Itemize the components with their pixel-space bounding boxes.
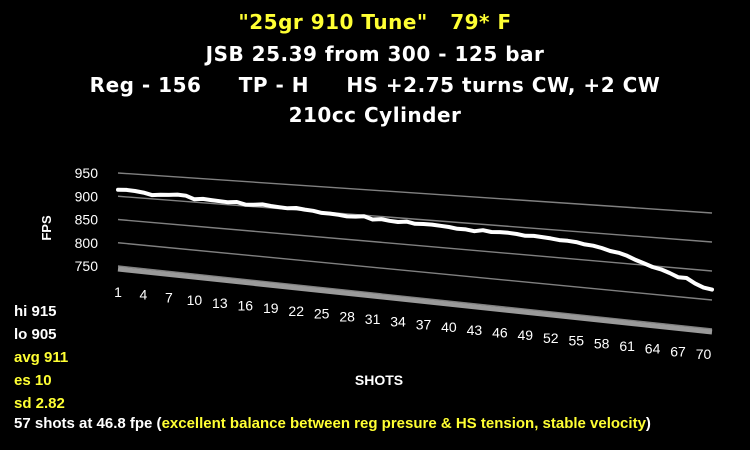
x-tick-label: 4	[140, 287, 148, 303]
x-tick-label: 49	[518, 327, 534, 343]
y-tick-label: 950	[75, 165, 99, 181]
y-tick-label: 750	[75, 258, 99, 274]
x-tick-label: 67	[670, 343, 686, 359]
x-tick-label: 46	[492, 325, 508, 341]
x-tick-label: 40	[441, 319, 457, 335]
stat-es: es 10	[14, 372, 52, 389]
y-tick-label: 900	[75, 188, 99, 204]
x-tick-label: 64	[645, 341, 661, 357]
series-layer	[116, 187, 714, 292]
x-tick-label: 1	[114, 284, 122, 300]
gridline-850	[117, 218, 713, 272]
x-tick-label: 55	[568, 333, 584, 349]
x-tick-label: 28	[339, 308, 355, 324]
footer-suffix: )	[645, 415, 651, 432]
chart-title-line-3: Reg - 156 TP - H HS +2.75 turns CW, +2 C…	[89, 73, 661, 97]
series-line	[116, 187, 714, 292]
x-tick-label: 43	[467, 322, 483, 338]
x-tick-label: 70	[696, 346, 712, 362]
x-axis-label: SHOTS	[355, 372, 403, 388]
gridline-800	[117, 242, 713, 301]
gridline-950	[117, 172, 713, 214]
chart-title-line-2: JSB 25.39 from 300 - 125 bar	[205, 42, 545, 66]
x-tick-label: 34	[390, 314, 406, 330]
gridline-750	[117, 265, 713, 330]
x-tick-label: 10	[187, 292, 203, 308]
x-tick-label: 13	[212, 295, 228, 311]
y-axis-label: FPS	[39, 215, 54, 241]
x-tick-label: 19	[263, 300, 279, 316]
x-tick-label: 61	[619, 338, 635, 354]
y-tick-label: 800	[75, 235, 99, 251]
stat-avg: avg 911	[14, 349, 69, 366]
x-tick-label: 37	[416, 316, 432, 332]
x-tick-label: 58	[594, 335, 610, 351]
chart-title-line-4: 210cc Cylinder	[288, 103, 462, 127]
x-tick-label: 16	[237, 298, 253, 314]
x-axis-ticks: 1 4 7 10 13 16 19 22 25 28 31 34 37 40 43 46 49 52 55 58 61 6…	[114, 284, 711, 362]
x-tick-label: 25	[314, 306, 330, 322]
y-tick-label: 850	[75, 212, 99, 228]
stat-sd: sd 2.82	[14, 395, 65, 412]
gridline-900	[117, 195, 713, 243]
x-tick-label: 31	[365, 311, 381, 327]
stat-lo: lo 905	[14, 326, 57, 343]
y-axis-ticks: 750 800 850 900 950	[75, 165, 99, 274]
x-tick-label: 7	[165, 289, 173, 305]
x-tick-label: 22	[288, 303, 304, 319]
axis-floor	[117, 266, 713, 335]
footer-prefix: 57 shots at 46.8 fpe (	[14, 415, 162, 432]
footer-note: 57 shots at 46.8 fpe (excellent balance …	[14, 415, 651, 432]
grid-lines	[117, 172, 713, 335]
stat-hi: hi 915	[14, 303, 57, 320]
chart-title-line-1: "25gr 910 Tune" 79* F	[238, 10, 512, 34]
x-tick-label: 52	[543, 330, 559, 346]
footer-highlight: excellent balance between reg presure & …	[161, 415, 646, 432]
